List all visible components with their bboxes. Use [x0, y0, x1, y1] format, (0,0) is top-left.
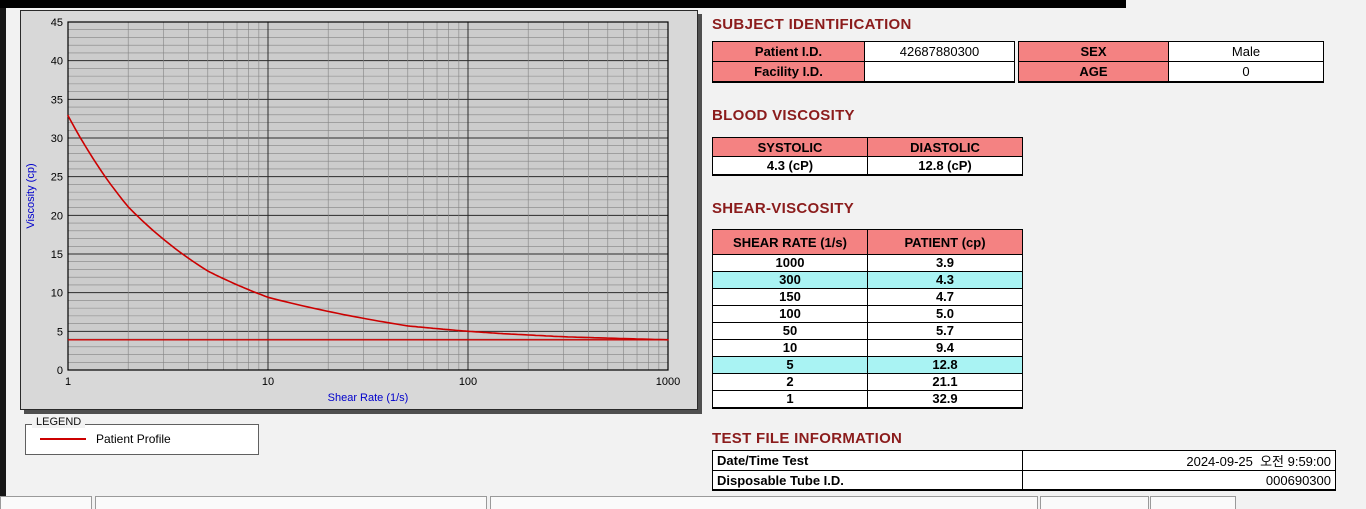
- patient-viscosity-cell: 12.8: [867, 356, 1023, 374]
- shear-rate-cell: 2: [712, 373, 868, 391]
- shear-table-row: 150 4.7: [712, 288, 1023, 306]
- shear-rate-cell: 1000: [712, 254, 868, 272]
- patient-viscosity-cell: 9.4: [867, 339, 1023, 357]
- table-row: Disposable Tube I.D. 000690300: [712, 470, 1336, 491]
- diastolic-value: 12.8 (cP): [867, 156, 1023, 176]
- patient-viscosity-cell: 5.7: [867, 322, 1023, 340]
- svg-text:10: 10: [262, 376, 274, 388]
- patient-profile-line-sample: [40, 438, 86, 440]
- shear-rate-header: SHEAR RATE (1/s): [712, 229, 868, 255]
- facility-id-value: [864, 61, 1015, 83]
- legend-box-label: LEGEND: [32, 416, 86, 428]
- svg-text:15: 15: [51, 249, 63, 261]
- table-row: SYSTOLIC DIASTOLIC: [712, 137, 1023, 157]
- diastolic-header: DIASTOLIC: [867, 137, 1023, 157]
- svg-text:40: 40: [51, 56, 63, 68]
- svg-text:1000: 1000: [656, 376, 680, 388]
- shear-rate-cell: 50: [712, 322, 868, 340]
- blood-viscosity-table: SYSTOLIC DIASTOLIC 4.3 (cP) 12.8 (cP): [712, 137, 1023, 176]
- svg-text:45: 45: [51, 17, 63, 29]
- shear-table-row: 100 5.0: [712, 305, 1023, 323]
- table-header-row: SHEAR RATE (1/s) PATIENT (cp): [712, 229, 1023, 255]
- age-label: AGE: [1018, 61, 1169, 83]
- bottom-panel-fragment-5: [1150, 496, 1236, 509]
- shear-rate-cell: 5: [712, 356, 868, 374]
- shear-rate-cell: 150: [712, 288, 868, 306]
- sex-value: Male: [1168, 41, 1324, 62]
- disposable-tube-id-value: 000690300: [1022, 470, 1336, 491]
- facility-id-label: Facility I.D.: [712, 61, 865, 83]
- svg-text:100: 100: [459, 376, 477, 388]
- subject-identification-title: SUBJECT IDENTIFICATION: [712, 16, 912, 33]
- shear-viscosity-table: SHEAR RATE (1/s) PATIENT (cp) 1000 3.9 300…: [712, 229, 1023, 409]
- shear-table-row: 50 5.7: [712, 322, 1023, 340]
- table-row: SEX Male: [1018, 41, 1324, 62]
- svg-text:Viscosity (cp): Viscosity (cp): [25, 163, 37, 228]
- shear-rate-cell: 300: [712, 271, 868, 289]
- window-left-edge: [0, 8, 6, 497]
- bottom-panel-fragment-4: [1040, 496, 1149, 509]
- age-value: 0: [1168, 61, 1324, 83]
- disposable-tube-id-label: Disposable Tube I.D.: [712, 470, 1023, 491]
- date-time-test-label: Date/Time Test: [712, 450, 1023, 471]
- shear-table-row: 300 4.3: [712, 271, 1023, 289]
- table-row: 4.3 (cP) 12.8 (cP): [712, 156, 1023, 176]
- svg-text:1: 1: [65, 376, 71, 388]
- blood-viscosity-title: BLOOD VISCOSITY: [712, 107, 855, 124]
- svg-text:10: 10: [51, 288, 63, 300]
- bottom-panel-fragment-3: [490, 496, 1038, 509]
- shear-table-row: 5 12.8: [712, 356, 1023, 374]
- shear-table-row: 1000 3.9: [712, 254, 1023, 272]
- shear-table-row: 2 21.1: [712, 373, 1023, 391]
- shear-table-row: 1 32.9: [712, 390, 1023, 409]
- window-top-edge: [0, 0, 1126, 8]
- bottom-panel-fragment-1: [0, 496, 92, 509]
- subject-table-left: Patient I.D. 42687880300 Facility I.D.: [712, 41, 1015, 83]
- subject-table-right: SEX Male AGE 0: [1018, 41, 1324, 83]
- svg-text:0: 0: [57, 365, 63, 377]
- shear-rate-cell: 100: [712, 305, 868, 323]
- svg-text:35: 35: [51, 94, 63, 106]
- legend-box: LEGEND Patient Profile: [25, 416, 259, 455]
- legend-series-label: Patient Profile: [96, 432, 171, 446]
- shear-rate-cell: 1: [712, 390, 868, 409]
- shear-viscosity-chart: 0 5 10 15 20 25 30 35 40 45 1 10 100 1000 Shear Rate (…: [25, 17, 680, 404]
- patient-id-value: 42687880300: [864, 41, 1015, 62]
- svg-text:Shear Rate (1/s): Shear Rate (1/s): [328, 392, 409, 404]
- sex-label: SEX: [1018, 41, 1169, 62]
- test-file-information-title: TEST FILE INFORMATION: [712, 430, 903, 447]
- shear-rate-cell: 10: [712, 339, 868, 357]
- patient-viscosity-cell: 4.7: [867, 288, 1023, 306]
- patient-viscosity-cell: 32.9: [867, 390, 1023, 409]
- patient-id-label: Patient I.D.: [712, 41, 865, 62]
- svg-text:5: 5: [57, 326, 63, 338]
- bottom-panel-fragment-2: [95, 496, 487, 509]
- systolic-header: SYSTOLIC: [712, 137, 868, 157]
- shear-viscosity-title: SHEAR-VISCOSITY: [712, 200, 855, 217]
- systolic-value: 4.3 (cP): [712, 156, 868, 176]
- subject-identification-table: Patient I.D. 42687880300 Facility I.D. S…: [712, 41, 1324, 83]
- patient-viscosity-cell: 5.0: [867, 305, 1023, 323]
- test-file-information-table: Date/Time Test 2024-09-25 오전 9:59:00 Dis…: [712, 450, 1336, 491]
- svg-text:30: 30: [51, 133, 63, 145]
- viscosity-chart-panel: 0 5 10 15 20 25 30 35 40 45 1 10 100 1000 Shear Rate (…: [20, 10, 698, 410]
- table-row: Facility I.D.: [712, 61, 1015, 83]
- table-row: Date/Time Test 2024-09-25 오전 9:59:00: [712, 450, 1336, 471]
- patient-viscosity-cell: 3.9: [867, 254, 1023, 272]
- table-row: AGE 0: [1018, 61, 1324, 83]
- shear-table-row: 10 9.4: [712, 339, 1023, 357]
- patient-viscosity-cell: 21.1: [867, 373, 1023, 391]
- svg-text:20: 20: [51, 210, 63, 222]
- patient-viscosity-cell: 4.3: [867, 271, 1023, 289]
- svg-text:25: 25: [51, 172, 63, 184]
- table-row: Patient I.D. 42687880300: [712, 41, 1015, 62]
- patient-header: PATIENT (cp): [867, 229, 1023, 255]
- date-time-test-value: 2024-09-25 오전 9:59:00: [1022, 450, 1336, 471]
